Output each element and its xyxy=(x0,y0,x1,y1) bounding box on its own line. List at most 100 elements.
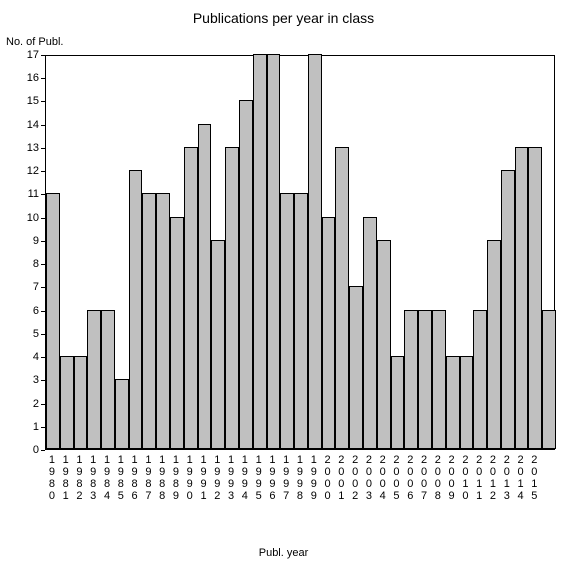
bar xyxy=(129,170,143,449)
x-tick-label: 2004 xyxy=(376,454,390,502)
x-axis-label: Publ. year xyxy=(0,547,567,559)
x-tick-label: 1982 xyxy=(73,454,87,502)
y-tick-mark xyxy=(41,427,45,428)
x-tick-label: 2003 xyxy=(362,454,376,502)
y-tick-label: 6 xyxy=(17,305,39,317)
y-tick-label: 2 xyxy=(17,398,39,410)
x-tick-label: 1981 xyxy=(59,454,73,502)
y-tick-mark xyxy=(41,404,45,405)
chart-container: Publications per year in class No. of Pu… xyxy=(0,0,567,567)
x-tick-label: 2012 xyxy=(486,454,500,502)
x-tick-label: 2005 xyxy=(390,454,404,502)
x-tick-label: 2011 xyxy=(472,454,486,502)
y-tick-mark xyxy=(41,148,45,149)
y-tick-label: 4 xyxy=(17,351,39,363)
y-tick-label: 10 xyxy=(17,212,39,224)
y-tick-mark xyxy=(41,78,45,79)
y-tick-label: 15 xyxy=(17,95,39,107)
y-tick-label: 1 xyxy=(17,421,39,433)
bar xyxy=(542,310,556,449)
y-tick-mark xyxy=(41,171,45,172)
bar xyxy=(115,379,129,449)
bar xyxy=(239,100,253,449)
bar xyxy=(322,217,336,449)
plot-area xyxy=(45,55,555,450)
x-tick-label: 1983 xyxy=(86,454,100,502)
bar xyxy=(404,310,418,449)
bar xyxy=(74,356,88,449)
y-tick-label: 9 xyxy=(17,235,39,247)
bar xyxy=(142,193,156,449)
x-tick-label: 2009 xyxy=(445,454,459,502)
bar xyxy=(432,310,446,449)
y-tick-label: 8 xyxy=(17,258,39,270)
bar xyxy=(60,356,74,449)
x-tick-label: 1998 xyxy=(293,454,307,502)
bar xyxy=(460,356,474,449)
x-tick-label: 2000 xyxy=(321,454,335,502)
y-tick-label: 16 xyxy=(17,72,39,84)
y-tick-mark xyxy=(41,241,45,242)
bar xyxy=(46,193,60,449)
x-tick-label: 2015 xyxy=(527,454,541,502)
y-tick-label: 11 xyxy=(17,188,39,200)
bar xyxy=(170,217,184,449)
bar xyxy=(349,286,363,449)
bar xyxy=(487,240,501,449)
x-tick-label: 2013 xyxy=(500,454,514,502)
x-tick-label: 1985 xyxy=(114,454,128,502)
y-tick-mark xyxy=(41,450,45,451)
bar xyxy=(391,356,405,449)
x-tick-label: 1994 xyxy=(238,454,252,502)
x-tick-label: 2006 xyxy=(403,454,417,502)
x-tick-label: 2002 xyxy=(348,454,362,502)
y-tick-label: 7 xyxy=(17,281,39,293)
bar xyxy=(501,170,515,449)
bar xyxy=(267,54,281,449)
bar xyxy=(225,147,239,449)
x-tick-label: 1980 xyxy=(45,454,59,502)
bar xyxy=(308,54,322,449)
y-tick-label: 13 xyxy=(17,142,39,154)
y-tick-mark xyxy=(41,101,45,102)
bar xyxy=(377,240,391,449)
y-tick-mark xyxy=(41,125,45,126)
bar xyxy=(528,147,542,449)
y-tick-mark xyxy=(41,218,45,219)
x-tick-label: 1984 xyxy=(100,454,114,502)
x-tick-label: 1999 xyxy=(307,454,321,502)
y-axis-label: No. of Publ. xyxy=(6,36,63,48)
bar xyxy=(198,124,212,449)
x-tick-label: 1987 xyxy=(141,454,155,502)
bar xyxy=(418,310,432,449)
x-tick-label: 1992 xyxy=(210,454,224,502)
bar xyxy=(515,147,529,449)
y-tick-label: 3 xyxy=(17,374,39,386)
y-tick-mark xyxy=(41,55,45,56)
y-tick-mark xyxy=(41,380,45,381)
x-tick-label: 1997 xyxy=(279,454,293,502)
x-tick-label: 1988 xyxy=(155,454,169,502)
x-tick-label: 1989 xyxy=(169,454,183,502)
y-tick-mark xyxy=(41,357,45,358)
x-tick-label: 1991 xyxy=(197,454,211,502)
y-tick-label: 17 xyxy=(17,49,39,61)
y-tick-mark xyxy=(41,311,45,312)
y-tick-label: 5 xyxy=(17,328,39,340)
bar xyxy=(184,147,198,449)
x-tick-label: 1995 xyxy=(252,454,266,502)
x-tick-label: 1990 xyxy=(183,454,197,502)
x-tick-label: 2008 xyxy=(431,454,445,502)
y-tick-mark xyxy=(41,334,45,335)
x-tick-label: 1996 xyxy=(266,454,280,502)
bar xyxy=(294,193,308,449)
x-tick-label: 1986 xyxy=(128,454,142,502)
bar xyxy=(253,54,267,449)
y-tick-label: 0 xyxy=(17,444,39,456)
y-tick-mark xyxy=(41,264,45,265)
x-tick-label: 1993 xyxy=(224,454,238,502)
y-tick-mark xyxy=(41,287,45,288)
bar xyxy=(335,147,349,449)
bar xyxy=(280,193,294,449)
y-tick-label: 12 xyxy=(17,165,39,177)
